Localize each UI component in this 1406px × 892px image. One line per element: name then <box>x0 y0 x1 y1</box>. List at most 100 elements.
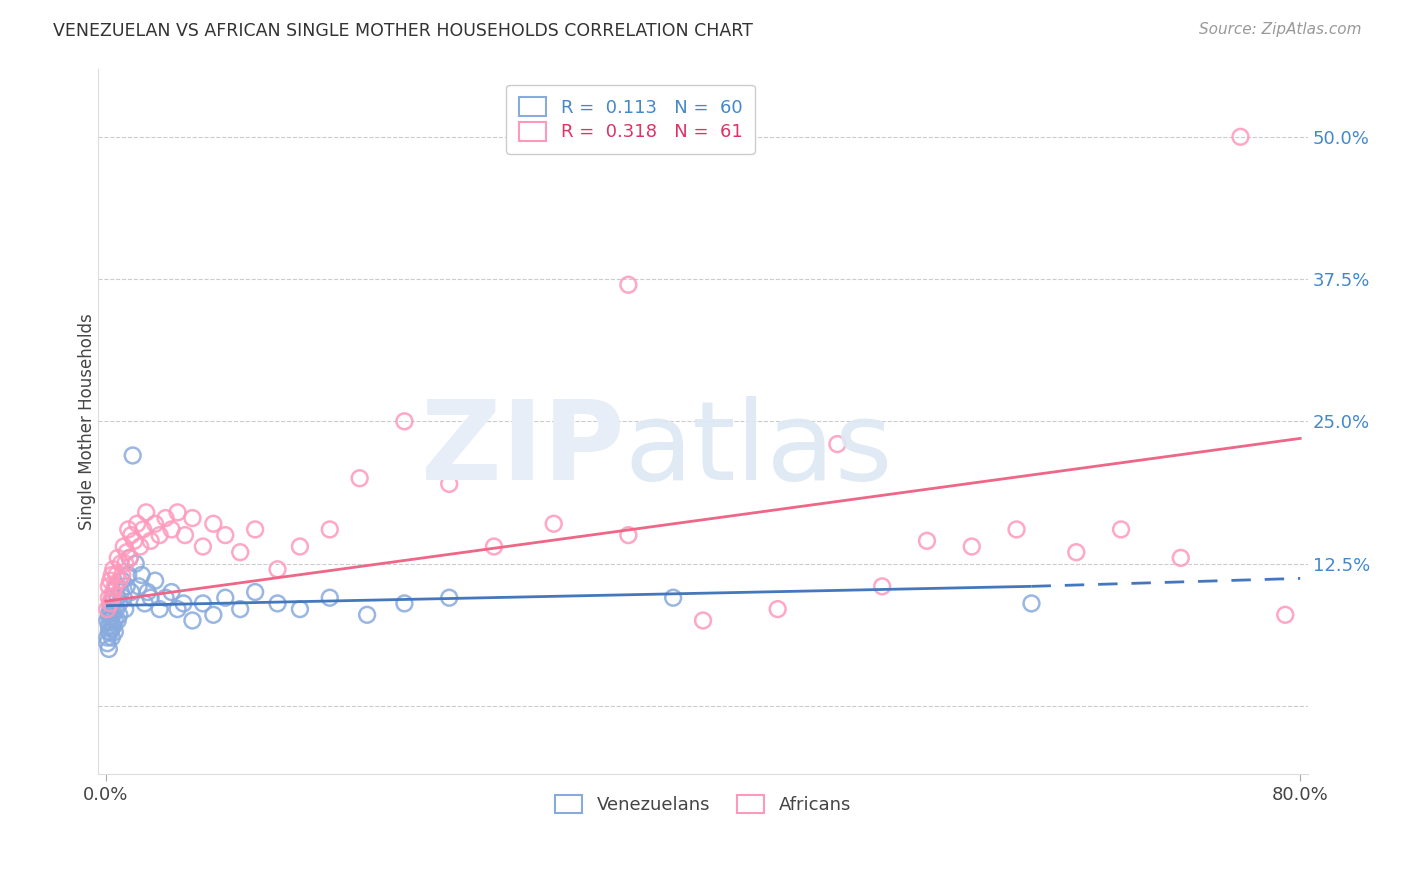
Point <box>117 568 139 582</box>
Point <box>132 523 155 537</box>
Point <box>98 614 121 628</box>
Point <box>105 579 128 593</box>
Point <box>105 568 128 582</box>
Point <box>101 610 124 624</box>
Point <box>166 505 188 519</box>
Point <box>191 540 214 554</box>
Point <box>229 602 252 616</box>
Legend: Venezuelans, Africans: Venezuelans, Africans <box>544 784 862 825</box>
Point <box>110 585 132 599</box>
Point <box>143 516 166 531</box>
Point <box>120 585 142 599</box>
Point <box>214 528 236 542</box>
Point <box>115 545 138 559</box>
Point <box>108 596 131 610</box>
Point <box>349 471 371 485</box>
Point <box>131 568 153 582</box>
Point <box>439 591 461 605</box>
Text: ZIP: ZIP <box>420 396 624 503</box>
Point <box>482 540 505 554</box>
Point <box>97 642 120 657</box>
Point <box>114 557 136 571</box>
Point <box>915 533 938 548</box>
Text: VENEZUELAN VS AFRICAN SINGLE MOTHER HOUSEHOLDS CORRELATION CHART: VENEZUELAN VS AFRICAN SINGLE MOTHER HOUS… <box>53 22 754 40</box>
Point <box>103 562 125 576</box>
Point <box>1109 523 1132 537</box>
Point <box>202 607 225 622</box>
Point <box>110 557 132 571</box>
Point <box>617 528 640 542</box>
Point <box>98 596 121 610</box>
Point <box>394 596 416 610</box>
Point <box>266 596 288 610</box>
Point <box>870 579 893 593</box>
Point <box>155 511 177 525</box>
Point <box>96 631 118 645</box>
Y-axis label: Single Mother Households: Single Mother Households <box>79 313 96 530</box>
Point <box>111 574 134 588</box>
Point <box>149 602 172 616</box>
Point <box>101 622 124 636</box>
Point <box>97 607 120 622</box>
Point <box>394 414 416 428</box>
Point <box>98 624 121 639</box>
Point <box>122 533 145 548</box>
Point <box>181 511 204 525</box>
Point <box>1064 545 1087 559</box>
Point <box>96 636 118 650</box>
Point <box>766 602 789 616</box>
Point <box>172 596 194 610</box>
Point <box>243 523 266 537</box>
Point <box>143 574 166 588</box>
Point <box>160 585 183 599</box>
Point <box>111 568 134 582</box>
Point <box>98 602 121 616</box>
Point <box>155 591 177 605</box>
Point <box>135 505 157 519</box>
Point <box>101 631 124 645</box>
Point <box>191 596 214 610</box>
Point <box>107 614 129 628</box>
Point <box>319 591 342 605</box>
Point <box>288 540 311 554</box>
Point <box>174 528 197 542</box>
Point <box>108 607 131 622</box>
Point <box>98 596 121 610</box>
Point <box>108 574 131 588</box>
Point <box>125 557 148 571</box>
Point <box>103 585 125 599</box>
Point <box>112 540 135 554</box>
Point <box>96 614 118 628</box>
Point <box>118 550 141 565</box>
Point <box>107 591 129 605</box>
Point <box>960 540 983 554</box>
Point <box>543 516 565 531</box>
Point <box>1229 129 1251 144</box>
Point <box>139 591 162 605</box>
Point <box>288 602 311 616</box>
Point <box>356 607 378 622</box>
Point <box>115 579 138 593</box>
Point <box>96 602 118 616</box>
Point <box>136 585 159 599</box>
Point <box>439 477 461 491</box>
Point <box>1170 550 1192 565</box>
Point <box>97 591 120 605</box>
Point <box>149 528 172 542</box>
Point <box>112 591 135 605</box>
Point <box>202 516 225 531</box>
Point <box>103 619 125 633</box>
Point <box>1005 523 1028 537</box>
Point <box>1274 607 1296 622</box>
Point <box>128 579 150 593</box>
Point <box>827 437 849 451</box>
Point <box>214 591 236 605</box>
Point <box>229 545 252 559</box>
Point <box>101 568 124 582</box>
Point <box>107 550 129 565</box>
Point <box>139 533 162 548</box>
Point <box>166 602 188 616</box>
Point <box>97 619 120 633</box>
Point <box>103 591 125 605</box>
Point <box>104 614 127 628</box>
